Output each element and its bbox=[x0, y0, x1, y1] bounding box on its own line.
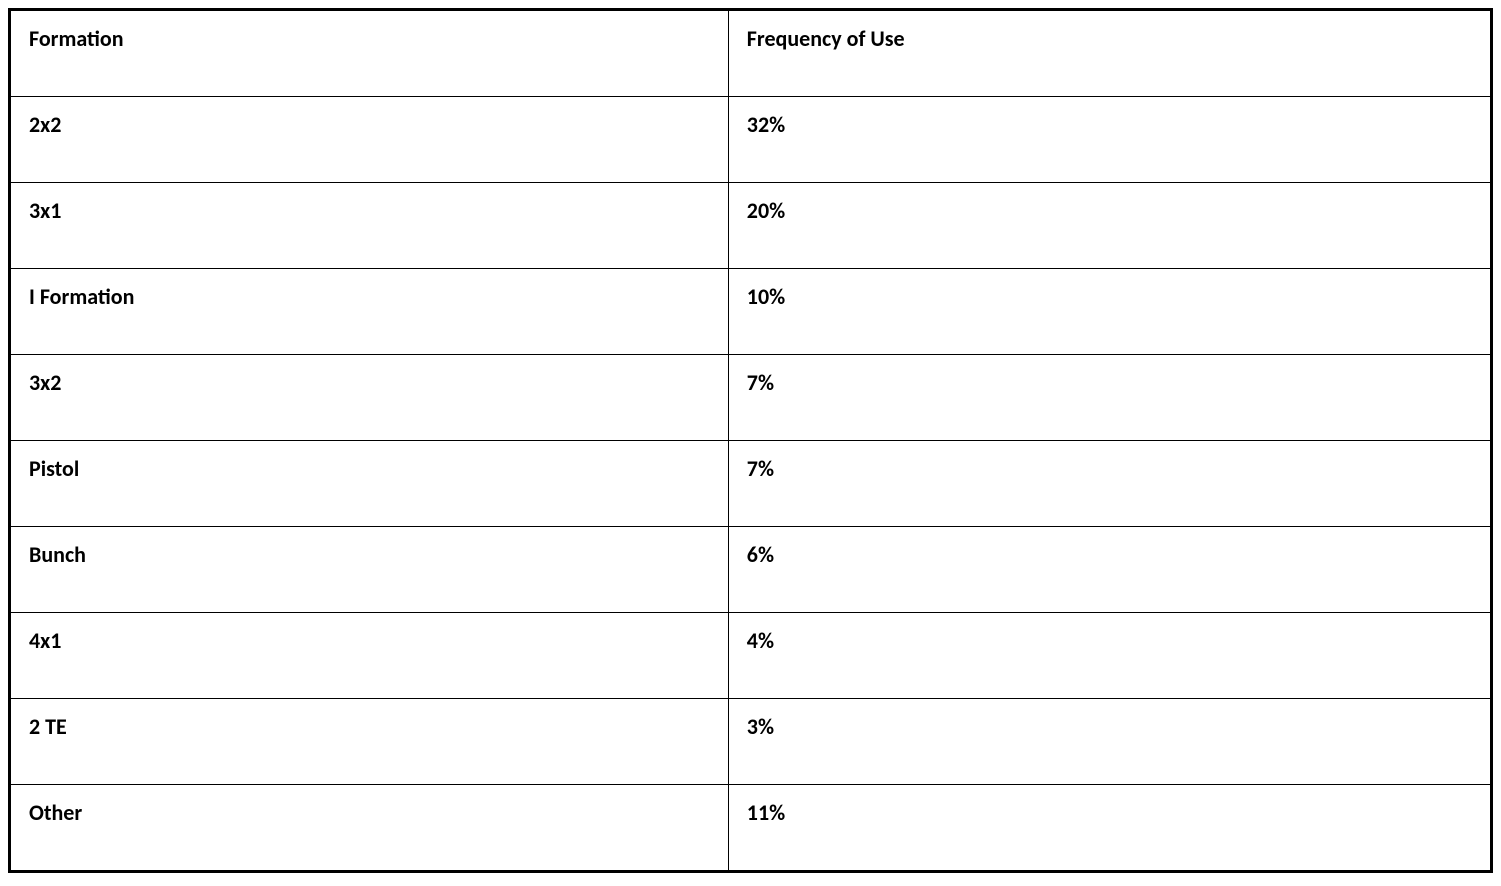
table-row: I Formation 10% bbox=[11, 269, 1491, 355]
cell-formation: Other bbox=[11, 785, 729, 871]
table-row: Pistol 7% bbox=[11, 441, 1491, 527]
table-row: 2x2 32% bbox=[11, 97, 1491, 183]
cell-formation: Bunch bbox=[11, 527, 729, 613]
table-row: 2 TE 3% bbox=[11, 699, 1491, 785]
table-row: 4x1 4% bbox=[11, 613, 1491, 699]
data-table: Formation Frequency of Use 2x2 32% 3x1 2… bbox=[10, 10, 1491, 871]
column-header-formation: Formation bbox=[11, 11, 729, 97]
table-row: Bunch 6% bbox=[11, 527, 1491, 613]
cell-formation: 4x1 bbox=[11, 613, 729, 699]
cell-formation: 2 TE bbox=[11, 699, 729, 785]
formation-frequency-table: Formation Frequency of Use 2x2 32% 3x1 2… bbox=[8, 8, 1493, 873]
cell-frequency: 4% bbox=[728, 613, 1490, 699]
table-row: 3x1 20% bbox=[11, 183, 1491, 269]
cell-formation: 3x1 bbox=[11, 183, 729, 269]
cell-frequency: 6% bbox=[728, 527, 1490, 613]
cell-frequency: 7% bbox=[728, 355, 1490, 441]
table-row: 3x2 7% bbox=[11, 355, 1491, 441]
cell-frequency: 3% bbox=[728, 699, 1490, 785]
cell-frequency: 7% bbox=[728, 441, 1490, 527]
column-header-frequency: Frequency of Use bbox=[728, 11, 1490, 97]
table-row: Other 11% bbox=[11, 785, 1491, 871]
cell-formation: Pistol bbox=[11, 441, 729, 527]
table-header-row: Formation Frequency of Use bbox=[11, 11, 1491, 97]
cell-formation: 3x2 bbox=[11, 355, 729, 441]
cell-frequency: 11% bbox=[728, 785, 1490, 871]
cell-formation: 2x2 bbox=[11, 97, 729, 183]
table-body: Formation Frequency of Use 2x2 32% 3x1 2… bbox=[11, 11, 1491, 871]
cell-frequency: 32% bbox=[728, 97, 1490, 183]
cell-formation: I Formation bbox=[11, 269, 729, 355]
cell-frequency: 20% bbox=[728, 183, 1490, 269]
cell-frequency: 10% bbox=[728, 269, 1490, 355]
